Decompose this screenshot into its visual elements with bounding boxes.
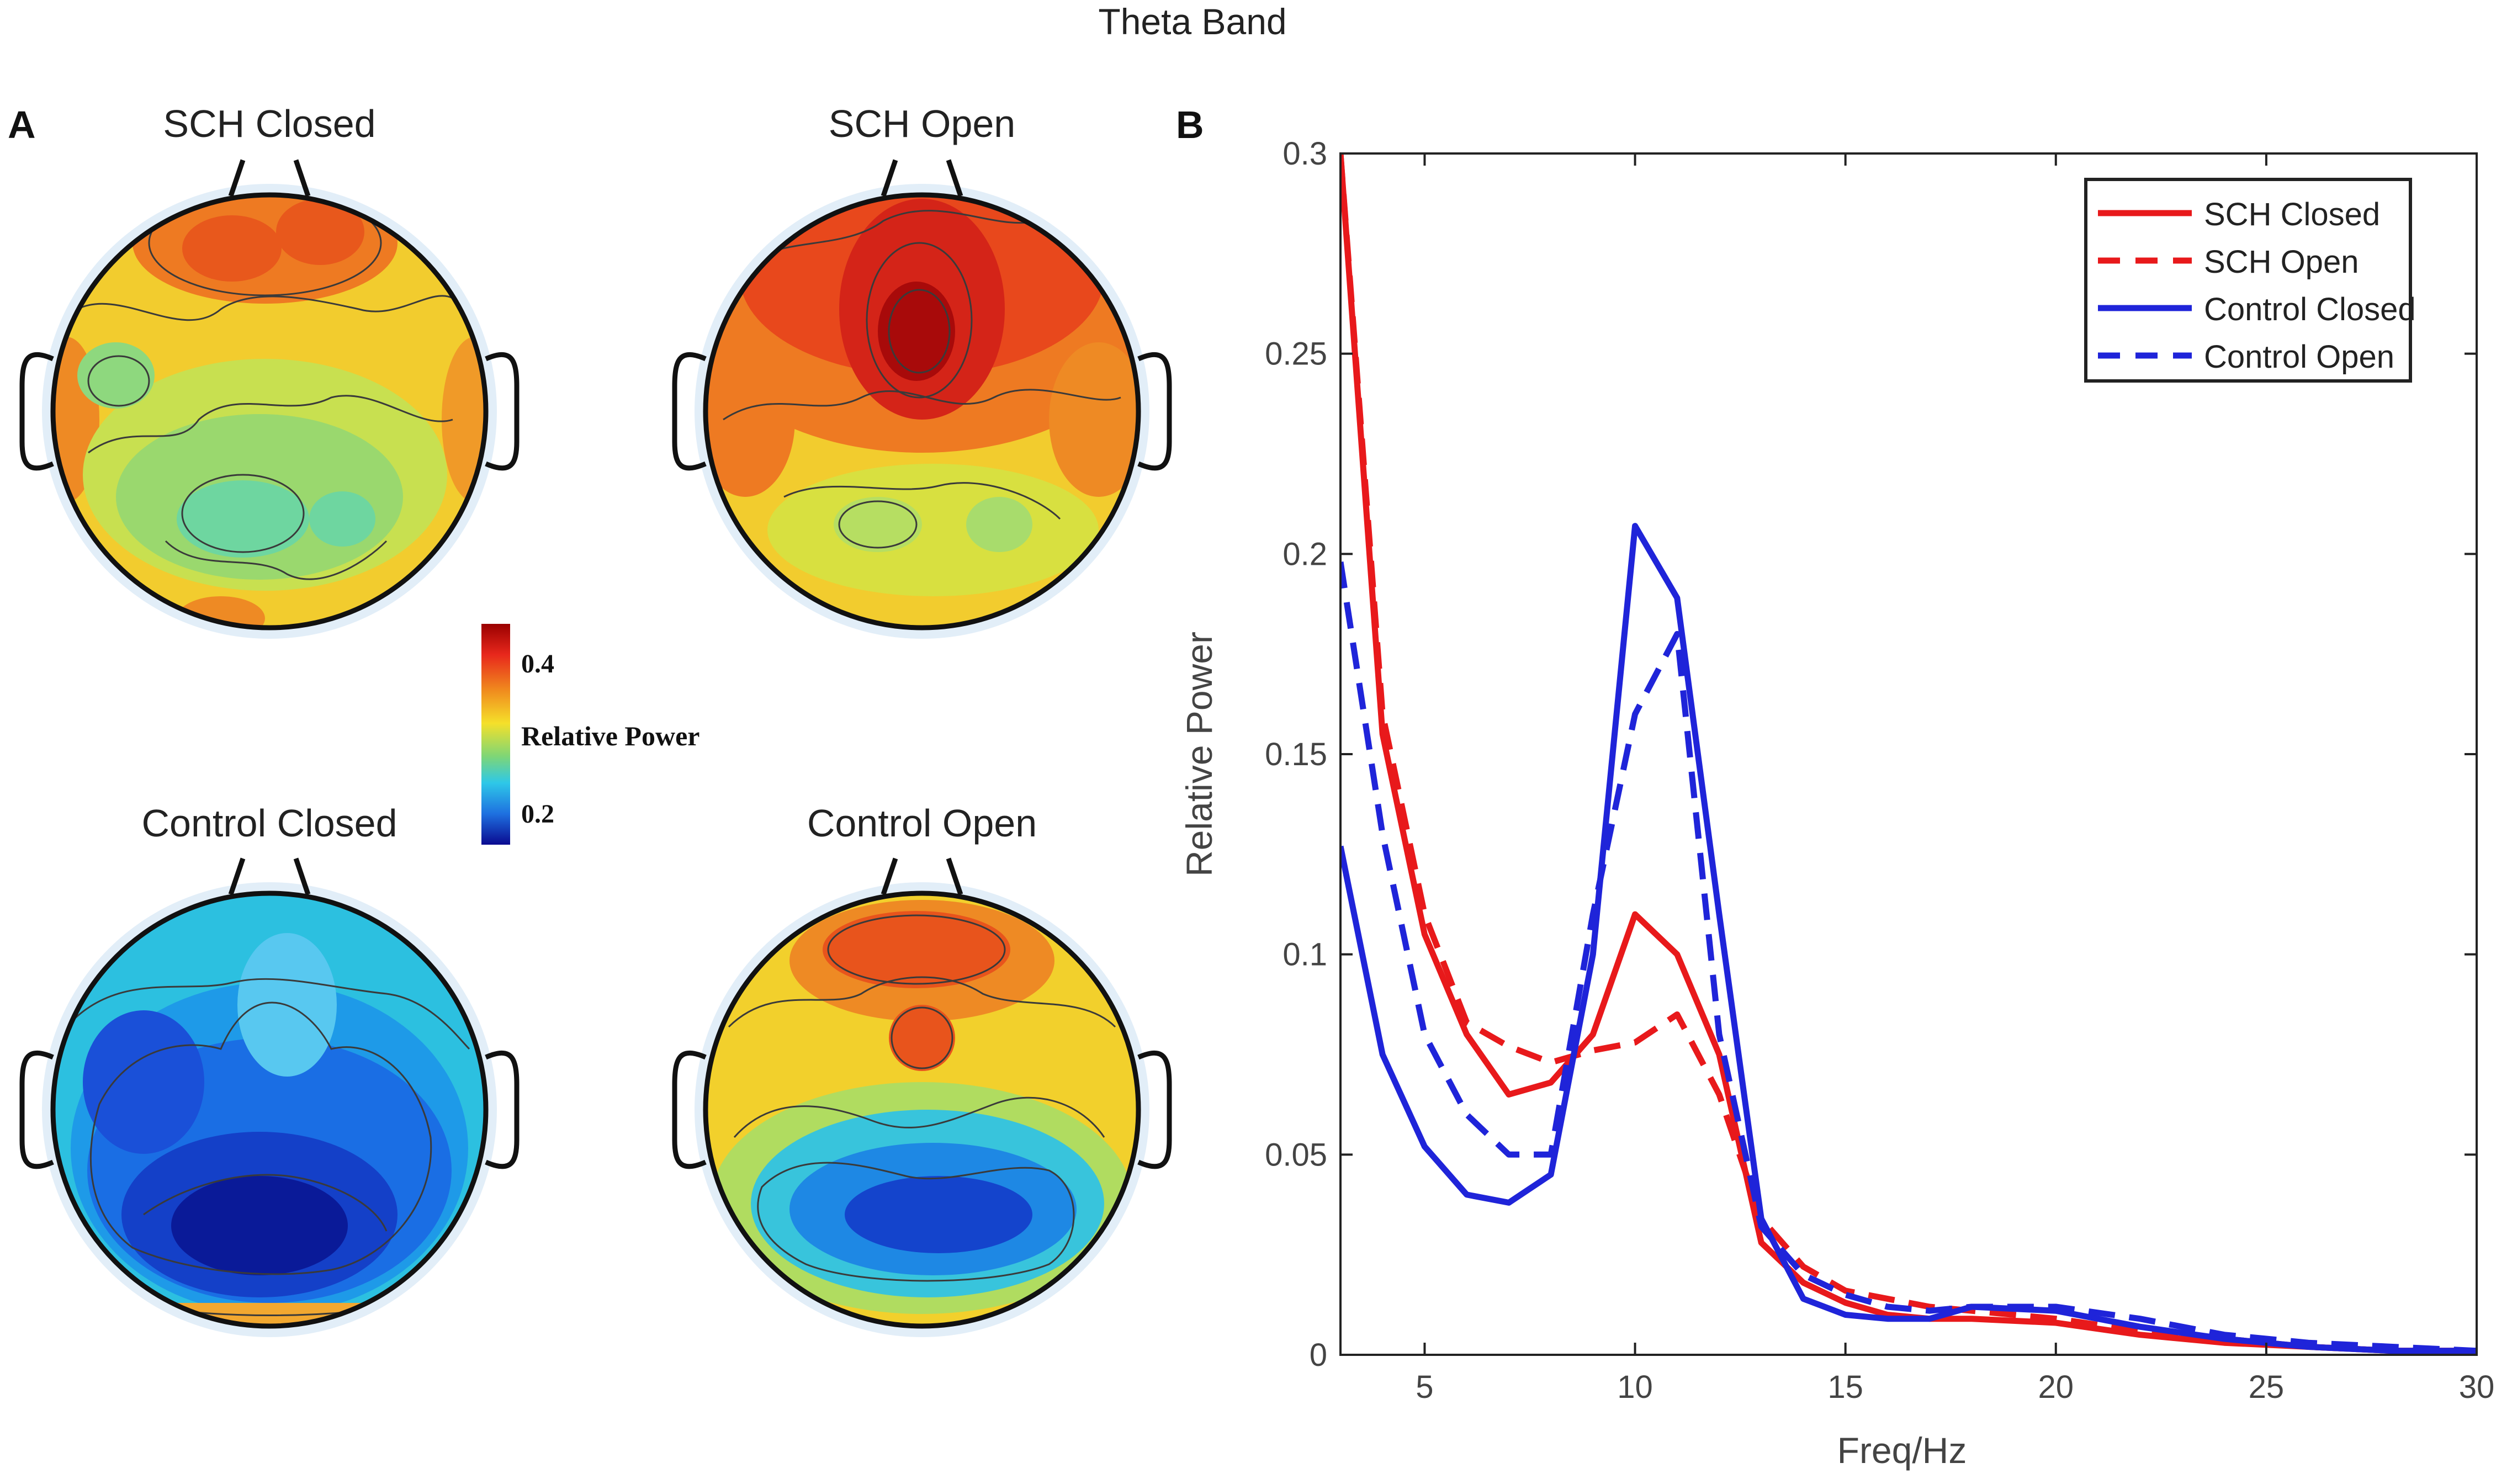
left-ear: [19, 1050, 54, 1169]
colorbar-tick-low: 0.2: [521, 799, 554, 829]
y-tick-label: 0: [1310, 1337, 1327, 1373]
x-axis-label: Freq/Hz: [1837, 1430, 1967, 1471]
left-ear: [672, 1050, 707, 1169]
x-tick-label: 5: [1416, 1369, 1433, 1405]
heatmap-surface: [706, 195, 1138, 628]
topomap-control-closed: Control Closed: [19, 802, 520, 1337]
x-tick-label: 30: [2459, 1369, 2495, 1405]
topomap-title: SCH Closed: [163, 102, 375, 145]
nose: [228, 857, 311, 895]
series-line-sch-open: [1340, 153, 2477, 1354]
y-tick-label: 0.1: [1283, 937, 1327, 973]
series-layer: [1340, 153, 2477, 1354]
x-tick-label: 20: [2038, 1369, 2074, 1405]
right-ear: [1137, 352, 1172, 471]
right-ear: [1137, 1050, 1172, 1169]
head-outline: [50, 891, 489, 1329]
topomap-title: SCH Open: [829, 102, 1015, 145]
left-ear: [672, 352, 707, 471]
topomap-sch-closed: SCH Closed: [19, 102, 520, 639]
heatmap-surface: [53, 195, 486, 628]
colorbar: 0.4 Relative Power 0.2: [481, 624, 699, 845]
colorbar-tick-high: 0.4: [521, 649, 554, 679]
x-tick-label: 15: [1827, 1369, 1863, 1405]
heatmap-surface: [706, 893, 1138, 1326]
x-tick-label: 10: [1617, 1369, 1653, 1405]
head-outline: [703, 891, 1141, 1329]
legend-label: SCH Open: [2204, 244, 2359, 280]
head-outline: [50, 192, 489, 630]
left-ear: [19, 352, 54, 471]
panel-a-label: A: [8, 103, 36, 146]
series-line-control-open: [1340, 561, 2477, 1354]
y-tick-label: 0.05: [1265, 1137, 1327, 1173]
y-tick-label: 0.25: [1265, 336, 1327, 372]
nose: [881, 159, 963, 197]
figure-title: Theta Band: [1098, 1, 1286, 42]
colorbar-gradient: [481, 624, 510, 845]
panel-b-label: B: [1176, 103, 1204, 146]
topomap-title: Control Closed: [142, 802, 398, 845]
x-tick-label: 25: [2249, 1369, 2285, 1405]
y-axis-label: Relative Power: [1179, 632, 1220, 877]
right-ear: [485, 352, 520, 471]
topomap-title: Control Open: [807, 802, 1037, 845]
legend: SCH Closed SCH Open Control Closed Contr…: [2084, 178, 2416, 383]
y-tick-label: 0.3: [1283, 136, 1327, 172]
nose: [228, 159, 311, 197]
y-tick-label: 0.15: [1265, 736, 1327, 772]
head-outline: [703, 192, 1141, 630]
topomap-sch-open: SCH Open: [672, 102, 1172, 639]
series-line-control-closed: [1340, 523, 2477, 1354]
right-ear: [485, 1050, 520, 1169]
colorbar-label: Relative Power: [521, 720, 699, 751]
legend-label: Control Open: [2204, 339, 2394, 375]
topomap-control-open: Control Open: [672, 802, 1172, 1337]
legend-label: SCH Closed: [2204, 197, 2380, 232]
line-chart: 5 10 15 20 25 30 0 0.05 0.1 0.15 0.2 0.25 0.3 Freq/H…: [1179, 136, 2494, 1471]
y-tick-label: 0.2: [1283, 536, 1327, 572]
nose: [881, 857, 963, 895]
legend-label: Control Closed: [2204, 292, 2416, 327]
axes: 5 10 15 20 25 30 0 0.05 0.1 0.15 0.2 0.25 0.3: [1265, 136, 2494, 1405]
